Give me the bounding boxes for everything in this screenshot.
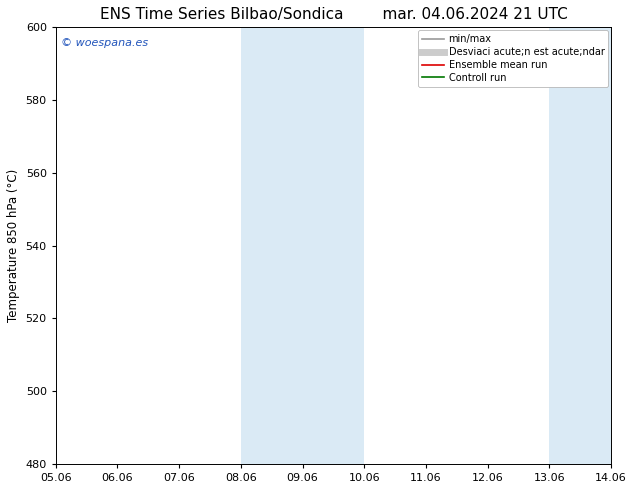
Text: © woespana.es: © woespana.es [61, 38, 148, 48]
Legend: min/max, Desviaci acute;n est acute;ndar, Ensemble mean run, Controll run: min/max, Desviaci acute;n est acute;ndar… [418, 30, 608, 87]
Bar [241, 27, 365, 464]
Y-axis label: Temperature 850 hPa (°C): Temperature 850 hPa (°C) [7, 169, 20, 322]
Bar [550, 27, 611, 464]
Title: ENS Time Series Bilbao/Sondica        mar. 04.06.2024 21 UTC: ENS Time Series Bilbao/Sondica mar. 04.0… [100, 7, 567, 22]
